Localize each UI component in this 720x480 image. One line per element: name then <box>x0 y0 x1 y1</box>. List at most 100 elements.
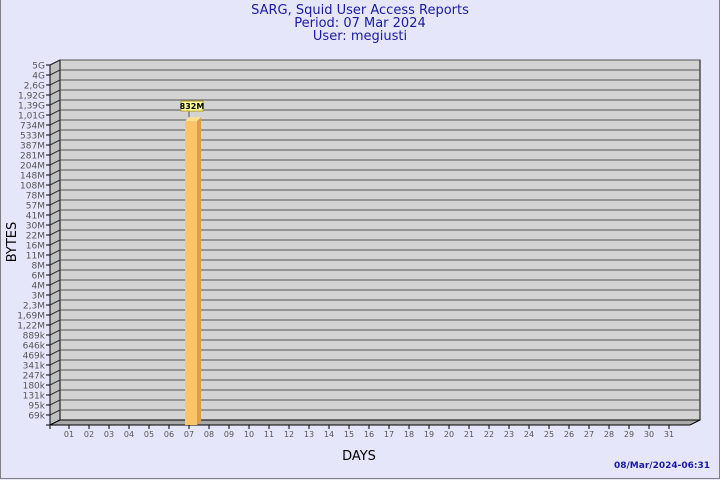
y-tick-label: 204M <box>20 162 45 172</box>
y-tick-label: 6M <box>32 272 46 282</box>
y-tick-label: 387M <box>20 142 45 152</box>
y-tick-label: 16M <box>26 242 45 252</box>
x-tick-label: 13 <box>304 430 314 439</box>
bar-top-day-07 <box>185 117 201 122</box>
y-axis-label: BYTES <box>5 222 20 263</box>
report-user: User: megiusti <box>312 29 408 44</box>
x-tick-label: 25 <box>544 430 554 439</box>
y-tick-label: 8M <box>32 262 46 272</box>
x-tick-label: 11 <box>264 430 274 439</box>
x-tick-label: 02 <box>84 430 94 439</box>
x-tick-label: 19 <box>424 430 434 439</box>
grid-diagonal <box>49 69 61 76</box>
y-tick-label: 11M <box>26 252 45 262</box>
generated-timestamp: 08/Mar/2024-06:31 <box>614 461 710 471</box>
y-tick-label: 131k <box>23 392 46 402</box>
y-tick-label: 1,01G <box>18 112 45 122</box>
y-tick-label: 5G <box>32 62 45 72</box>
x-tick-label: 09 <box>224 430 234 439</box>
x-tick-label: 26 <box>564 430 574 439</box>
grid-diagonal <box>49 159 61 166</box>
x-tick-label: 30 <box>644 430 654 439</box>
report-period: Period: 07 Mar 2024 <box>294 16 426 31</box>
grid-diagonal <box>49 149 61 156</box>
x-tick-label: 04 <box>124 430 134 439</box>
grid-diagonal <box>49 269 61 276</box>
grid-diagonal <box>49 319 61 326</box>
grid-diagonal <box>49 329 61 336</box>
x-tick-label: 03 <box>104 430 114 439</box>
y-tick-label: 4M <box>32 282 46 292</box>
bar-side-day-07 <box>197 117 201 425</box>
bar-front-day-07 <box>185 121 197 425</box>
y-tick-label: 341k <box>23 362 46 372</box>
x-tick-label: 07 <box>184 430 194 439</box>
y-tick-label: 1,22M <box>17 322 45 332</box>
grid-diagonal <box>49 379 61 386</box>
x-tick-label: 06 <box>164 430 174 439</box>
x-tick-label: 08 <box>204 430 214 439</box>
y-tick-label: 889k <box>23 332 46 342</box>
x-tick-label: 23 <box>504 430 514 439</box>
data-label: 832M <box>180 102 205 111</box>
x-tick-label: 21 <box>464 430 474 439</box>
y-tick-label: 57M <box>26 202 45 212</box>
grid-diagonal <box>49 349 61 356</box>
y-tick-label: 148M <box>20 172 45 182</box>
y-tick-label: 78M <box>26 192 45 202</box>
x-tick-label: 15 <box>344 430 354 439</box>
grid-diagonal <box>49 79 61 86</box>
y-tick-label: 95k <box>28 402 45 412</box>
report-title: SARG, Squid User Access Reports <box>251 3 469 18</box>
grid-diagonal <box>49 219 61 226</box>
plot-floor <box>49 419 701 426</box>
y-tick-label: 2,6G <box>24 82 45 92</box>
grid-diagonal <box>49 209 61 216</box>
y-tick-label: 2,3M <box>23 302 45 312</box>
grid-diagonal <box>49 289 61 296</box>
x-tick-label: 31 <box>664 430 674 439</box>
x-tick-label: 16 <box>364 430 374 439</box>
grid-diagonal <box>49 169 61 176</box>
grid-diagonal <box>49 99 61 106</box>
grid-diagonal <box>49 389 61 396</box>
y-tick-label: 1,69M <box>17 312 45 322</box>
grid-diagonal <box>49 59 61 66</box>
x-tick-label: 01 <box>64 430 74 439</box>
x-tick-label: 28 <box>604 430 614 439</box>
x-tick-label: 17 <box>384 430 394 439</box>
x-tick-label: 18 <box>404 430 414 439</box>
grid-diagonal <box>49 249 61 256</box>
y-tick-label: 22M <box>26 232 45 242</box>
grid-diagonal <box>49 119 61 126</box>
x-tick-label: 24 <box>524 430 534 439</box>
y-tick-label: 69k <box>28 412 45 422</box>
grid-diagonal <box>49 409 61 416</box>
grid-diagonal <box>49 129 61 136</box>
grid-diagonal <box>49 339 61 346</box>
grid-diagonal <box>49 229 61 236</box>
y-tick-label: 180k <box>23 382 46 392</box>
y-tick-label: 734M <box>20 122 45 132</box>
y-tick-label: 1,92G <box>18 92 45 102</box>
grid-diagonal <box>49 139 61 146</box>
grid-diagonal <box>49 109 61 116</box>
grid-diagonal <box>49 369 61 376</box>
y-tick-label: 247k <box>23 372 46 382</box>
x-tick-label: 14 <box>324 430 334 439</box>
grid-diagonal <box>49 179 61 186</box>
grid-diagonal <box>49 279 61 286</box>
y-tick-label: 30M <box>26 222 45 232</box>
x-tick-label: 27 <box>584 430 594 439</box>
y-tick-label: 41M <box>26 212 45 222</box>
grid-diagonal <box>49 399 61 406</box>
grid-diagonal <box>49 89 61 96</box>
y-tick-label: 1,39G <box>18 102 45 112</box>
y-tick-label: 4G <box>32 72 45 82</box>
y-tick-label: 469k <box>23 352 46 362</box>
grid-diagonal <box>49 189 61 196</box>
grid-diagonal <box>49 309 61 316</box>
x-tick-label: 22 <box>484 430 494 439</box>
y-tick-label: 3M <box>32 292 46 302</box>
